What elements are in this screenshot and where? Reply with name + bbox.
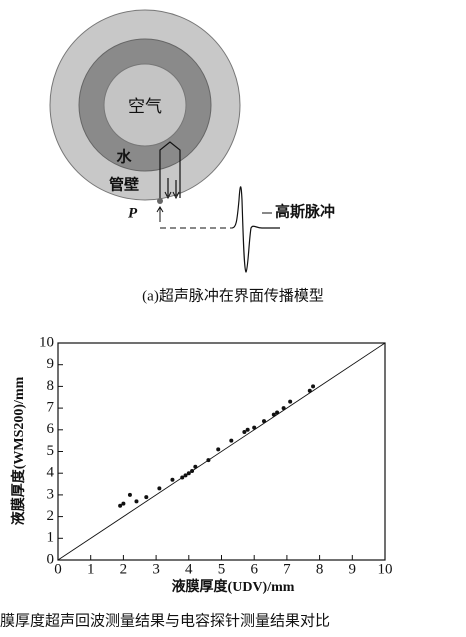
y-axis-label: 液膜厚度(WMS200)/mm — [10, 376, 27, 525]
y-tick-label: 10 — [39, 334, 54, 350]
air-core — [103, 63, 187, 147]
gaussian-pulse — [231, 186, 280, 273]
point — [206, 458, 211, 463]
point — [275, 410, 280, 415]
point — [180, 475, 185, 480]
point — [242, 429, 247, 434]
point — [288, 399, 293, 404]
point — [121, 501, 126, 506]
water-label: 水 — [116, 147, 132, 165]
arrows — [164, 191, 180, 200]
x-tick-label: 4 — [185, 561, 193, 577]
point — [216, 447, 221, 452]
point — [193, 464, 198, 469]
reference-line — [57, 342, 386, 561]
x-tick-label: 8 — [316, 561, 324, 577]
probe — [159, 141, 181, 200]
wall-label: 管壁 — [109, 175, 139, 193]
up-arrow — [156, 206, 164, 222]
x-tick-label: 5 — [218, 561, 226, 577]
y-tick-label: 2 — [47, 508, 55, 524]
y-tick-label: 4 — [47, 465, 55, 481]
x-tick-label: 0 — [54, 561, 62, 577]
point — [118, 503, 123, 508]
point — [252, 425, 257, 430]
y-tick-label: 3 — [47, 486, 55, 502]
point — [134, 499, 139, 504]
x-tick-label: 2 — [120, 561, 128, 577]
y-tick-label: 6 — [47, 421, 55, 437]
point — [271, 412, 276, 417]
x-axis-label: 液膜厚度(UDV)/mm — [172, 578, 295, 595]
y-tick-label: 7 — [47, 400, 55, 416]
point — [311, 384, 316, 389]
y-tick-label: 5 — [47, 443, 55, 459]
point — [186, 471, 191, 476]
point — [281, 406, 286, 411]
x-tick-label: 7 — [283, 561, 291, 577]
x-tick-label: 1 — [87, 561, 95, 577]
x-tick-label: 10 — [378, 561, 393, 577]
point — [245, 427, 250, 432]
air-label: 空气 — [128, 97, 162, 116]
caption-b: 膜厚度超声回波测量结果与电容探针测量结果对比 — [0, 611, 330, 629]
y-tick-label: 9 — [47, 356, 55, 372]
point — [144, 495, 149, 500]
x-tick-label: 6 — [250, 561, 258, 577]
point — [170, 477, 175, 482]
p-label: P — [128, 205, 138, 221]
point — [229, 438, 234, 443]
point — [262, 419, 267, 424]
point — [183, 473, 188, 478]
y-tick-label: 0 — [47, 551, 55, 567]
pulse-label: 高斯脉冲 — [275, 202, 335, 220]
caption-a: (a)超声脉冲在界面传播模型 — [142, 286, 324, 304]
x-tick-label: 9 — [349, 561, 357, 577]
y-tick-label: 1 — [47, 530, 55, 546]
x-tick-label: 3 — [152, 561, 160, 577]
point — [157, 486, 162, 491]
point-p — [157, 198, 163, 204]
point — [190, 469, 195, 474]
point — [307, 388, 312, 393]
point — [127, 492, 132, 497]
y-tick-label: 8 — [47, 378, 55, 394]
